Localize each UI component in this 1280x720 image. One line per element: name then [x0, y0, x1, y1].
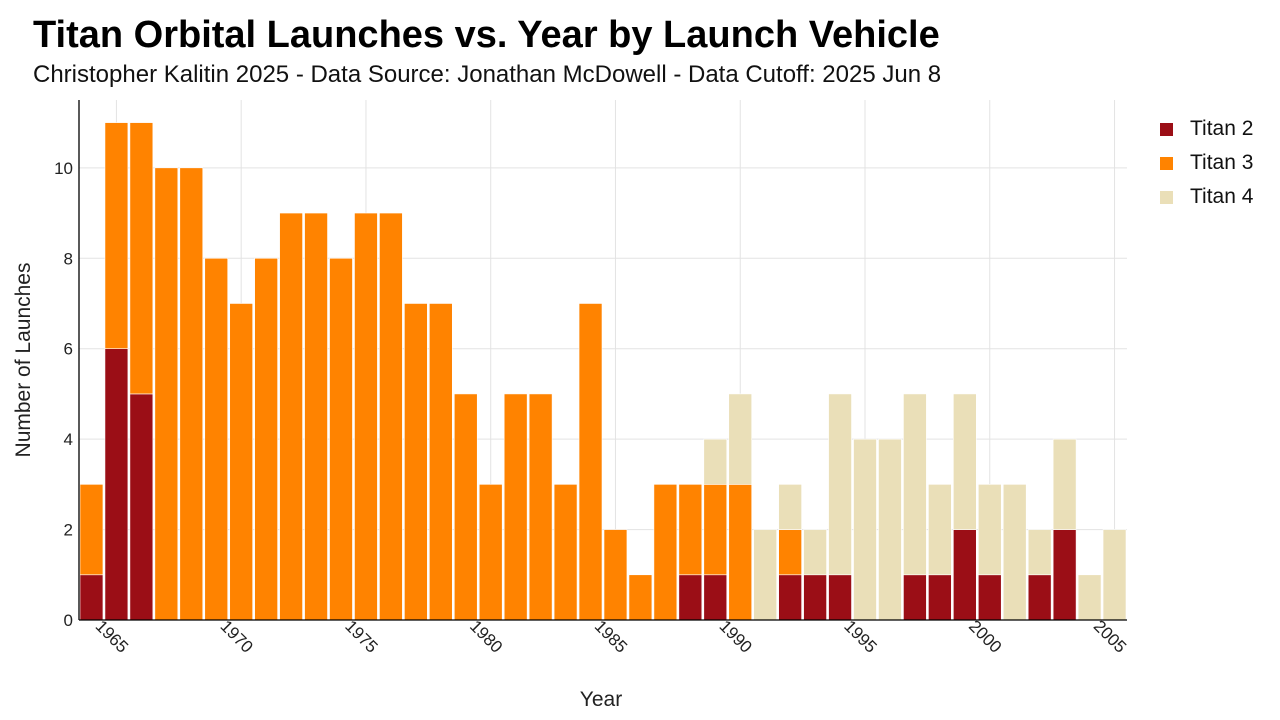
bar-titan-2-1998: [928, 574, 952, 621]
bar-titan-3-1988: [678, 484, 703, 576]
bar-titan-4-1996: [878, 438, 902, 621]
legend-item-titan-3[interactable]: Titan 3: [1160, 146, 1253, 180]
bar-titan-2-1994: [828, 574, 852, 621]
bar-titan-2-1964: [79, 574, 104, 621]
bar-titan-4-1995: [853, 438, 877, 621]
bar-titan-2-1992: [778, 574, 802, 621]
y-tick-label: 4: [64, 430, 73, 449]
bar-titan-3-1983: [553, 484, 578, 621]
bar-titan-3-1984: [578, 303, 603, 621]
y-tick-label: 8: [64, 249, 73, 268]
y-axis-label: Number of Launches: [12, 263, 35, 458]
bar-titan-3-1989: [703, 484, 728, 576]
bar-titan-3-1986: [628, 574, 653, 621]
x-tick-label: 1970: [217, 617, 257, 657]
legend-swatch-titan-4: [1160, 190, 1173, 204]
bar-titan-4-1993: [803, 529, 827, 576]
x-tick-label: 1995: [840, 617, 880, 657]
chart-title: Titan Orbital Launches vs. Year by Launc…: [33, 14, 940, 56]
legend-item-titan-2[interactable]: Titan 2: [1160, 112, 1253, 146]
bar-titan-4-2000: [977, 484, 1002, 576]
bar-titan-2-1966: [129, 393, 154, 621]
x-tick-label: 1980: [466, 617, 506, 657]
bar-titan-3-1967: [154, 167, 179, 621]
bar-titan-3-1975: [354, 212, 378, 621]
x-tick-label: 2005: [1090, 617, 1130, 657]
bar-titan-4-1994: [828, 393, 852, 576]
bar-titan-3-1973: [304, 212, 328, 621]
bar-titan-2-1999: [953, 529, 977, 621]
bar-titan-3-1978: [429, 303, 453, 621]
legend-swatch-titan-3: [1160, 156, 1173, 170]
bar-titan-2-1989: [703, 574, 728, 621]
bar-titan-2-2002: [1027, 574, 1052, 621]
legend-label-titan-3: Titan 3: [1190, 151, 1254, 174]
bar-titan-3-1982: [528, 393, 553, 621]
bar-titan-3-1979: [453, 393, 478, 621]
bar-titan-3-1980: [478, 484, 503, 621]
bar-titan-3-1971: [254, 257, 278, 621]
bar-titan-4-2003: [1052, 438, 1077, 530]
bar-titan-3-1985: [603, 529, 628, 621]
bar-titan-4-1999: [953, 393, 977, 530]
bar-titan-3-1969: [204, 257, 229, 621]
bar-titan-4-1998: [928, 484, 952, 576]
bar-titan-3-1966: [129, 122, 154, 395]
bar-titan-4-1990: [728, 393, 753, 485]
x-tick-label: 1975: [341, 617, 381, 657]
bar-titan-3-1981: [503, 393, 528, 621]
bar-titan-3-1990: [728, 484, 753, 621]
bar-titan-3-1992: [778, 529, 802, 576]
legend-item-titan-4[interactable]: Titan 4: [1160, 180, 1253, 214]
y-tick-label: 2: [64, 521, 73, 540]
bar-titan-4-2004: [1077, 574, 1102, 621]
bar-titan-3-1965: [104, 122, 129, 349]
bar-titan-4-2001: [1002, 484, 1027, 621]
x-axis-label: Year: [580, 688, 622, 711]
bar-titan-4-1992: [778, 484, 802, 530]
x-tick-label: 1985: [591, 617, 631, 657]
bar-titan-4-1991: [753, 529, 777, 621]
y-tick-label: 6: [64, 340, 73, 359]
bar-titan-2-1993: [803, 574, 827, 621]
bar-titan-4-2005: [1102, 529, 1127, 621]
bar-titan-3-1987: [653, 484, 678, 621]
legend: Titan 2 Titan 3 Titan 4: [1160, 112, 1253, 214]
legend-label-titan-4: Titan 4: [1190, 185, 1254, 208]
bar-titan-2-2000: [977, 574, 1002, 621]
bar-titan-2-1988: [678, 574, 703, 621]
bar-titan-4-1997: [903, 393, 927, 576]
bar-titan-4-1989: [703, 438, 728, 485]
bar-titan-4-2002: [1027, 529, 1052, 576]
x-tick-label: 2000: [965, 617, 1005, 657]
bar-titan-3-1964: [79, 484, 104, 576]
legend-label-titan-2: Titan 2: [1190, 117, 1254, 140]
bar-titan-3-1977: [404, 303, 428, 621]
bar-titan-2-2003: [1052, 529, 1077, 621]
bar-titan-2-1997: [903, 574, 927, 621]
x-tick-label: 1965: [92, 617, 132, 657]
bar-titan-3-1970: [229, 303, 253, 621]
y-tick-label: 10: [54, 159, 73, 178]
y-tick-label: 0: [64, 611, 73, 630]
chart-subtitle: Christopher Kalitin 2025 - Data Source: …: [33, 61, 942, 88]
bar-titan-3-1976: [379, 212, 403, 621]
bar-titan-3-1968: [179, 167, 204, 621]
legend-swatch-titan-2: [1160, 122, 1173, 136]
bar-titan-3-1972: [279, 212, 303, 621]
bar-titan-3-1974: [329, 257, 353, 621]
bar-titan-2-1965: [104, 348, 129, 621]
x-tick-label: 1990: [716, 617, 756, 657]
